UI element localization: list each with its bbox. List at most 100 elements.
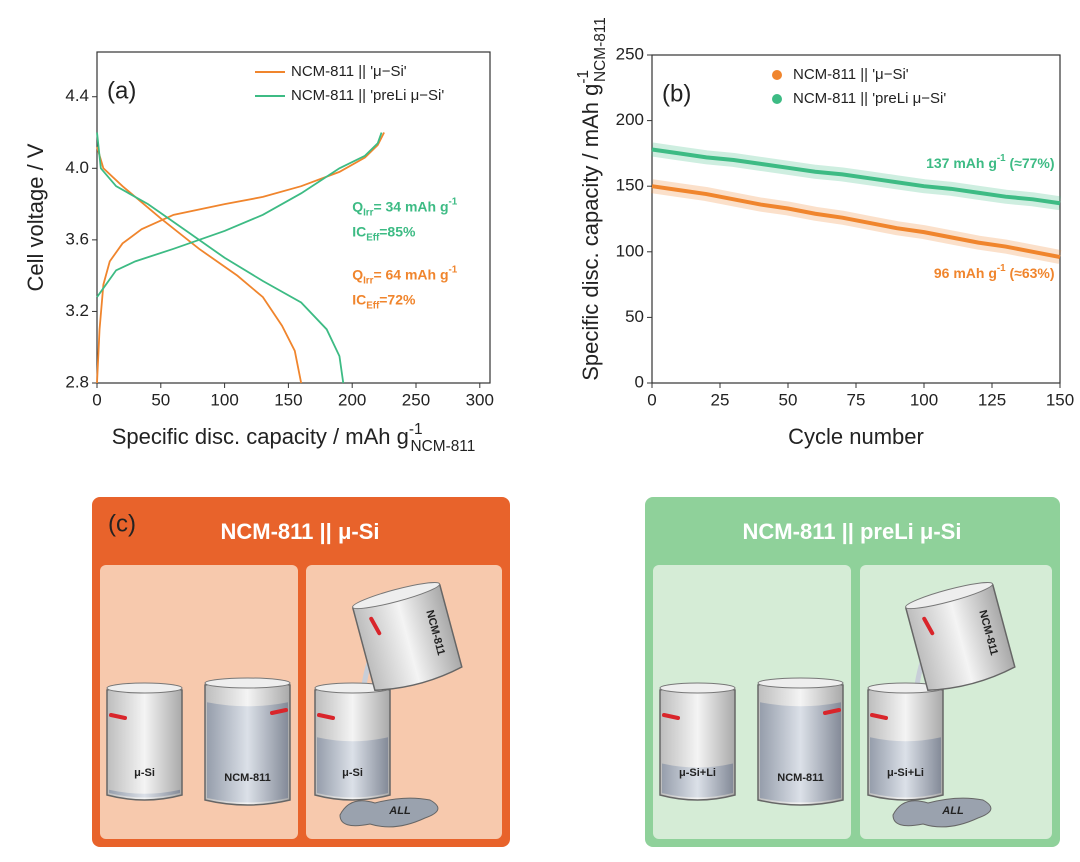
waste-blob <box>892 797 992 828</box>
y-axis-label-part: -1 <box>575 70 592 84</box>
x-tick-label: 125 <box>978 390 1006 409</box>
liquid <box>662 763 733 798</box>
annotation-part: 137 mAh g <box>926 155 997 171</box>
x-tick-label: 0 <box>92 390 101 409</box>
x-tick-label: 300 <box>466 390 494 409</box>
annotation-part: Eff <box>366 301 380 312</box>
x-tick-label: 200 <box>338 390 366 409</box>
x-tick-label: 150 <box>1046 390 1074 409</box>
diagram: NCM-811 || μ-Si (c) NCM-811 || preLi μ-S… <box>92 497 1060 847</box>
mark <box>662 713 680 720</box>
beaker-rim <box>905 582 994 610</box>
mark <box>270 708 288 715</box>
x-axis-label-part: -1 <box>409 421 423 438</box>
mark <box>109 713 127 720</box>
series-line <box>651 184 1061 260</box>
annotation-part: -1 <box>997 263 1006 274</box>
beaker-label: μ-Si <box>342 767 363 779</box>
pouring-beaker: NCM-811 <box>352 582 463 692</box>
annotation-part: -1 <box>997 153 1006 164</box>
mark <box>922 616 935 636</box>
y-axis-label-part: NCM-811 <box>592 17 609 82</box>
mark <box>823 708 841 715</box>
y-tick-label: 50 <box>625 307 644 326</box>
beaker-rim <box>204 677 291 689</box>
annotation-part: =85% <box>379 223 416 239</box>
annotation-part: (≈63%) <box>1006 265 1055 281</box>
annotation-part: IC <box>352 223 366 239</box>
legend-marker <box>772 70 782 80</box>
beaker-label: μ-Si+Li <box>679 767 716 779</box>
x-axis-label: Specific disc. capacity / mAh g-1 NCM-811 <box>112 421 476 455</box>
mark <box>369 616 382 636</box>
legend-label: NCM-811 || 'preLi μ−Si' <box>793 90 946 107</box>
liquid <box>317 737 388 798</box>
series-line <box>96 132 383 384</box>
liquid <box>109 789 180 798</box>
y-tick-label: 100 <box>616 241 644 260</box>
x-tick-label: 250 <box>402 390 430 409</box>
panel-title: NCM-811 || μ-Si <box>220 519 379 544</box>
annotation-part: Eff <box>366 233 380 244</box>
plot-frame <box>96 51 491 384</box>
panel-label: (b) <box>662 80 691 107</box>
x-tick-label: 25 <box>711 390 730 409</box>
annotation-part: =72% <box>379 291 416 307</box>
x-axis-label-part: Cycle number <box>788 424 924 449</box>
x-tick-label: 100 <box>910 390 938 409</box>
legend-marker <box>772 94 782 104</box>
y-axis-label: Specific disc. capacity / mAh g-1NCM-811 <box>575 17 609 381</box>
annotation: 96 mAh g-1 (≈63%) <box>934 263 1055 281</box>
annotation-part: Q <box>352 266 363 282</box>
x-tick-label: 0 <box>647 390 656 409</box>
annotation: ICEff=72% <box>352 291 416 311</box>
waste-label: ALL <box>388 805 411 817</box>
panel-title: NCM-811 || preLi μ-Si <box>743 519 962 544</box>
annotation-part: (≈77%) <box>1006 155 1055 171</box>
mark <box>870 713 888 720</box>
beaker-rim <box>352 582 441 610</box>
x-axis-label: Cycle number <box>788 424 924 449</box>
y-axis-label-part: Specific disc. capacity / mAh g <box>578 84 603 381</box>
waste-blob <box>339 797 439 828</box>
annotation-part: 96 mAh g <box>934 265 997 281</box>
panel-label: (c) <box>108 510 136 537</box>
series-line <box>96 132 385 384</box>
x-tick-label: 50 <box>779 390 798 409</box>
beaker-label: NCM-811 <box>224 772 270 784</box>
liquid <box>207 702 288 803</box>
x-tick-label: 75 <box>847 390 866 409</box>
series-line <box>651 147 1061 206</box>
annotation-part: = 34 mAh g <box>373 198 448 214</box>
annotation: ICEff=85% <box>352 223 416 243</box>
x-axis-label-part: Specific disc. capacity / mAh g <box>112 424 409 449</box>
y-tick-label: 250 <box>616 44 644 63</box>
y-tick-label: 3.2 <box>65 301 89 320</box>
liquid <box>760 702 841 803</box>
panel-label: (a) <box>107 77 136 104</box>
annotation: QIrr= 34 mAh g-1 <box>352 197 458 219</box>
annotation: 137 mAh g-1 (≈77%) <box>926 153 1054 171</box>
beaker-label: μ-Si+Li <box>887 767 924 779</box>
x-tick-label: 50 <box>151 390 170 409</box>
pouring-beaker: NCM-811 <box>905 582 1016 692</box>
y-tick-label: 0 <box>635 372 644 391</box>
legend-label: NCM-811 || 'preLi μ−Si' <box>291 87 444 104</box>
annotation-part: -1 <box>449 265 458 276</box>
mark <box>317 713 335 720</box>
beaker-label: μ-Si <box>134 767 155 779</box>
legend-label: NCM-811 || 'μ−Si' <box>793 66 909 83</box>
y-tick-label: 4.0 <box>65 158 89 177</box>
annotation-part: -1 <box>449 197 458 208</box>
x-axis-label-part: NCM-811 <box>411 438 476 455</box>
waste-label: ALL <box>941 805 964 817</box>
annotation-part: Irr <box>363 276 374 287</box>
y-tick-label: 150 <box>616 176 644 195</box>
x-tick-label: 100 <box>210 390 238 409</box>
y-axis-label: Cell voltage / V <box>23 143 48 291</box>
y-tick-label: 4.4 <box>65 86 89 105</box>
beaker <box>106 684 183 801</box>
annotation-part: Q <box>352 198 363 214</box>
annotation: QIrr= 64 mAh g-1 <box>352 265 458 287</box>
